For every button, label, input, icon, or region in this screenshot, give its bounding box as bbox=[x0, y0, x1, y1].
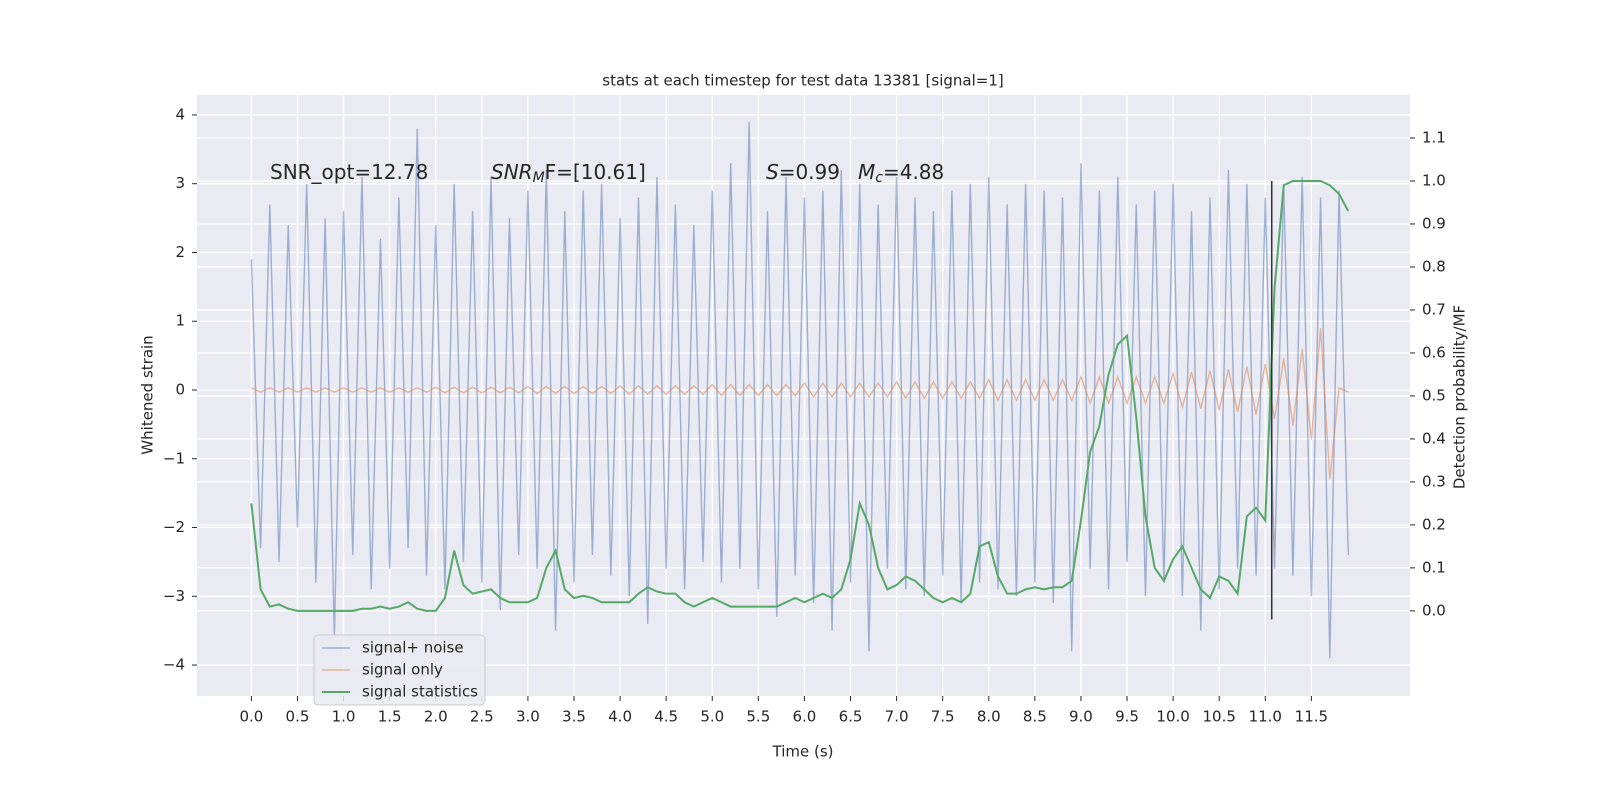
x-tick-label: 5.5 bbox=[746, 708, 770, 726]
annotation-sub: M bbox=[533, 170, 545, 186]
y-tick-label: −4 bbox=[163, 656, 185, 674]
series-line bbox=[250, 121, 1349, 659]
y-tick-label: 3 bbox=[175, 174, 185, 192]
chart-title: stats at each timestep for test data 133… bbox=[602, 72, 1003, 90]
x-tick-label: 0.5 bbox=[286, 708, 310, 726]
annotation-text: =0.99 bbox=[779, 160, 840, 184]
y2-tick-label: 0.0 bbox=[1422, 601, 1446, 619]
annotation: SNR_opt=12.78 bbox=[270, 160, 428, 184]
y-axis-label: Whitened strain bbox=[139, 335, 157, 454]
annotation: S=0.99 bbox=[766, 160, 840, 184]
legend-label: signal statistics bbox=[362, 683, 478, 701]
x-tick-label: 7.5 bbox=[931, 708, 955, 726]
x-tick-label: 3.5 bbox=[562, 708, 586, 726]
x-axis-label: Time (s) bbox=[772, 743, 834, 761]
y2-tick-label: 1.1 bbox=[1422, 128, 1446, 146]
y-tick-label: 0 bbox=[175, 380, 185, 398]
x-tick-label: 6.0 bbox=[792, 708, 816, 726]
y-tick-label: −1 bbox=[163, 449, 185, 467]
x-tick-label: 10.0 bbox=[1156, 708, 1189, 726]
annotation-italic: M bbox=[858, 160, 875, 184]
x-tick-label: 4.0 bbox=[608, 708, 632, 726]
y-tick-label: −2 bbox=[163, 518, 185, 536]
annotation-italic: S bbox=[766, 160, 779, 184]
x-tick-label: 11.0 bbox=[1249, 708, 1282, 726]
x-tick-label: 3.0 bbox=[516, 708, 540, 726]
y2-tick-label: 0.3 bbox=[1422, 472, 1446, 490]
x-tick-label: 10.5 bbox=[1202, 708, 1235, 726]
annotation: Mc=4.88 bbox=[858, 160, 944, 187]
x-tick-label: 11.5 bbox=[1295, 708, 1328, 726]
y2-tick-label: 0.2 bbox=[1422, 515, 1446, 533]
y2-tick-label: 0.8 bbox=[1422, 257, 1446, 275]
x-tick-label: 6.5 bbox=[839, 708, 863, 726]
y-tick-label: −3 bbox=[163, 587, 185, 605]
x-tick-label: 2.0 bbox=[424, 708, 448, 726]
annotation-text: SNR_opt=12.78 bbox=[270, 160, 428, 184]
x-tick-label: 9.5 bbox=[1115, 708, 1139, 726]
y2-tick-label: 0.4 bbox=[1422, 429, 1446, 447]
x-tick-label: 9.0 bbox=[1069, 708, 1093, 726]
y2-tick-label: 0.5 bbox=[1422, 386, 1446, 404]
y-tick-label: 1 bbox=[175, 312, 185, 330]
series-line bbox=[251, 328, 1349, 480]
series-line bbox=[250, 179, 1350, 612]
y2-axis-label: Detection probability/MF bbox=[1451, 305, 1469, 489]
x-tick-label: 1.0 bbox=[332, 708, 356, 726]
y2-tick-label: 0.1 bbox=[1422, 558, 1446, 576]
y-tick-label: 4 bbox=[175, 105, 185, 123]
x-tick-label: 0.0 bbox=[239, 708, 263, 726]
legend-box bbox=[313, 634, 486, 706]
legend-label: signal only bbox=[362, 661, 443, 679]
annotation-text: =4.88 bbox=[883, 160, 944, 184]
x-tick-label: 4.5 bbox=[654, 708, 678, 726]
y-tick-label: 2 bbox=[175, 243, 185, 261]
annotation-sub: c bbox=[875, 170, 883, 186]
labels: 0.0 0.5 1.0 1.5 2.0 2.5 3.0 3.5 4.0 4.5 5.0 5.5 6.0 6… bbox=[163, 105, 1446, 725]
y2-tick-label: 0.7 bbox=[1422, 300, 1446, 318]
annotation: SNRMF=[10.61] bbox=[491, 160, 646, 187]
y2-tick-label: 1.0 bbox=[1422, 171, 1446, 189]
x-tick-label: 2.5 bbox=[470, 708, 494, 726]
legend-label: signal+ noise bbox=[362, 639, 464, 657]
x-tick-label: 7.0 bbox=[885, 708, 909, 726]
marks bbox=[250, 121, 1350, 659]
x-tick-label: 5.0 bbox=[700, 708, 724, 726]
y2-tick-label: 0.6 bbox=[1422, 343, 1446, 361]
x-tick-label: 8.0 bbox=[977, 708, 1001, 726]
y2-tick-label: 0.9 bbox=[1422, 214, 1446, 232]
annotation-italic: SNR bbox=[491, 160, 533, 184]
x-tick-label: 1.5 bbox=[378, 708, 402, 726]
annotation-text: F=[10.61] bbox=[545, 160, 646, 184]
x-tick-label: 8.5 bbox=[1023, 708, 1047, 726]
